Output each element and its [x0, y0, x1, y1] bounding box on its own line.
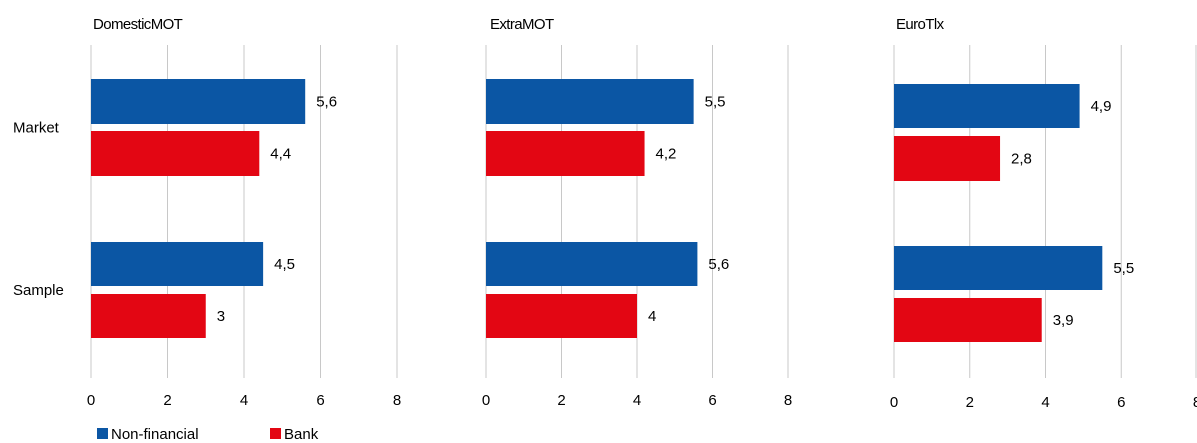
bar-eurotlx-market-bank: [894, 136, 1001, 181]
bar-domesticmot-market-bank: [91, 131, 260, 176]
chart-title-domesticmot: DomesticMOT: [93, 16, 183, 33]
tick-label-extramot-1: 2: [557, 392, 565, 409]
bar-domesticmot-market-non-financial: [91, 79, 306, 124]
bar-domesticmot-sample-non-financial: [91, 242, 264, 286]
legend: Non-financial Bank: [97, 426, 319, 443]
chart-title-eurotlx: EuroTlx: [896, 16, 945, 33]
tick-label-domesticmot-0: 0: [87, 392, 95, 409]
data-label-extramot-sample-bank: 4: [648, 308, 656, 325]
data-label-eurotlx-market-bank: 2,8: [1011, 151, 1032, 168]
tick-label-extramot-2: 4: [633, 392, 641, 409]
chart-title-extramot: ExtraMOT: [490, 16, 554, 33]
data-label-eurotlx-market-non-financial: 4,9: [1091, 98, 1112, 115]
data-label-domesticmot-market-non-financial: 5,6: [316, 94, 337, 111]
bar-extramot-market-bank: [486, 131, 645, 176]
data-label-extramot-market-non-financial: 5,5: [705, 94, 726, 111]
data-label-domesticmot-sample-bank: 3: [217, 308, 225, 325]
legend-label-bank: Bank: [284, 426, 319, 443]
tick-label-domesticmot-2: 4: [240, 392, 248, 409]
tick-label-domesticmot-4: 8: [393, 392, 401, 409]
tick-label-eurotlx-3: 6: [1117, 394, 1125, 411]
legend-swatch-bank: [270, 428, 281, 439]
bar-domesticmot-sample-bank: [91, 294, 206, 338]
chart-domesticmot: DomesticMOT 0 2 4 6 8 5,6 4,4 Market 4,5 3 Sample: [13, 16, 401, 409]
tick-label-eurotlx-1: 2: [966, 394, 974, 411]
bar-extramot-sample-bank: [486, 294, 637, 338]
chart-eurotlx: EuroTlx 0 2 4 6 8 4,9 2,8 5,5 3,9: [890, 16, 1197, 411]
category-label-sample: Sample: [13, 282, 64, 299]
tick-label-domesticmot-3: 6: [316, 392, 324, 409]
category-label-market: Market: [13, 120, 60, 137]
data-label-eurotlx-sample-non-financial: 5,5: [1113, 260, 1134, 277]
tick-label-eurotlx-2: 4: [1041, 394, 1049, 411]
bar-extramot-market-non-financial: [486, 79, 694, 124]
bar-eurotlx-sample-non-financial: [894, 246, 1103, 290]
bar-eurotlx-market-non-financial: [894, 84, 1080, 128]
tick-label-extramot-4: 8: [784, 392, 792, 409]
tick-label-extramot-3: 6: [708, 392, 716, 409]
tick-label-extramot-0: 0: [482, 392, 490, 409]
data-label-domesticmot-sample-non-financial: 4,5: [274, 256, 295, 273]
data-label-eurotlx-sample-bank: 3,9: [1053, 312, 1074, 329]
tick-label-eurotlx-0: 0: [890, 394, 898, 411]
data-label-extramot-market-bank: 4,2: [656, 146, 677, 163]
legend-swatch-non-financial: [97, 428, 108, 439]
data-label-domesticmot-market-bank: 4,4: [270, 146, 291, 163]
tick-label-eurotlx-4: 8: [1193, 394, 1197, 411]
chart-extramot: ExtraMOT 0 2 4 6 8 5,5 4,2 5,6 4: [482, 16, 792, 409]
data-label-extramot-sample-non-financial: 5,6: [708, 256, 729, 273]
tick-label-domesticmot-1: 2: [163, 392, 171, 409]
bar-extramot-sample-non-financial: [486, 242, 698, 286]
legend-label-non-financial: Non-financial: [111, 426, 199, 443]
bar-eurotlx-sample-bank: [894, 298, 1042, 342]
